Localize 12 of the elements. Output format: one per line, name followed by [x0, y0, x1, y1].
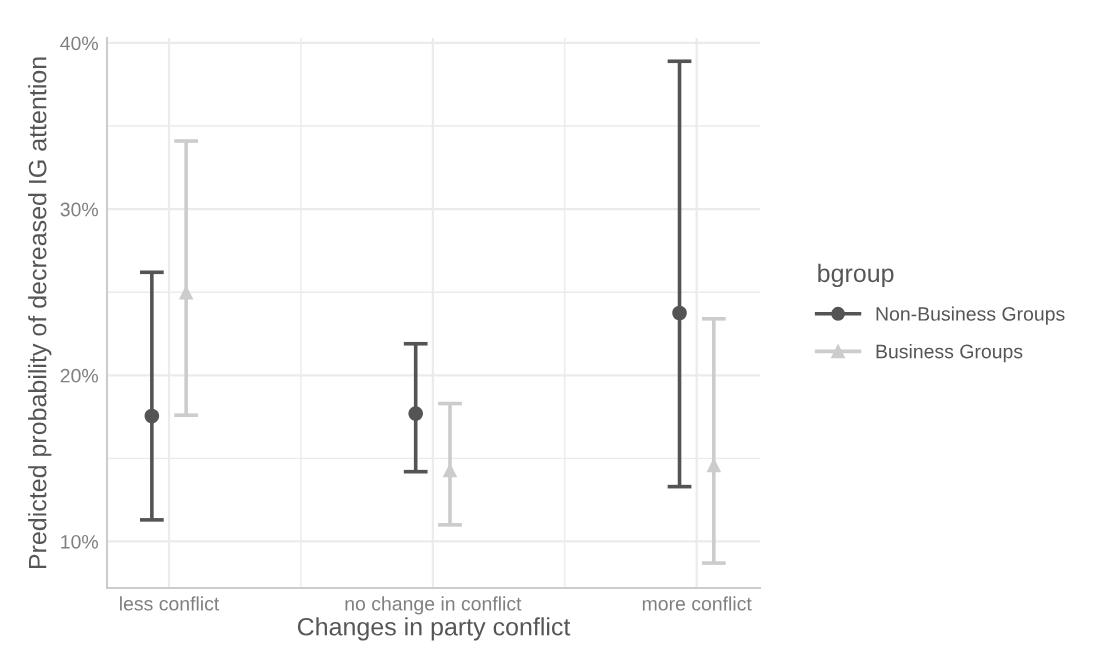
legend-label: Business Groups	[876, 344, 1023, 363]
y-tick-label: 30%	[60, 202, 98, 217]
y-tick-label: 40%	[60, 36, 98, 51]
y-tick-label: 10%	[61, 534, 98, 549]
y-axis-title: Predicted probability of decreased IG attention	[28, 57, 52, 569]
x-axis-title: Changes in party conflict	[297, 617, 571, 641]
legend-label: Non-Business Groups	[876, 306, 1065, 325]
x-tick-label: less conflict	[120, 596, 220, 611]
legend-title: bgroup	[818, 263, 894, 288]
y-tick-label: 20%	[60, 368, 98, 383]
x-tick-label: more conflict	[642, 596, 752, 611]
x-tick-label: no change in conflict	[345, 596, 522, 615]
